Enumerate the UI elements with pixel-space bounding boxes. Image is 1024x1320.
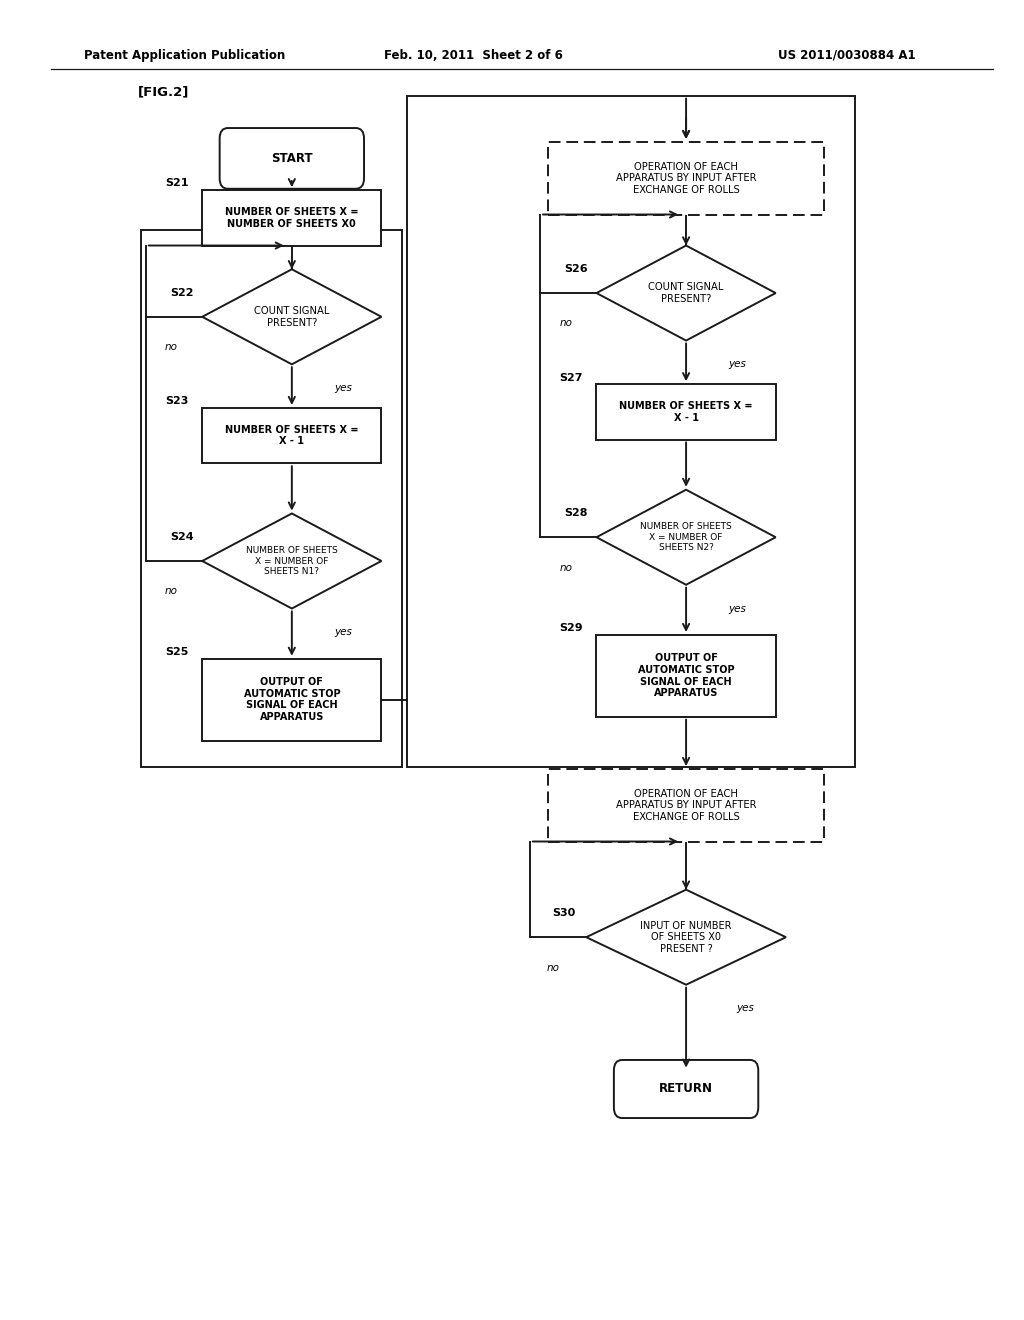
Text: OUTPUT OF
AUTOMATIC STOP
SIGNAL OF EACH
APPARATUS: OUTPUT OF AUTOMATIC STOP SIGNAL OF EACH … — [244, 677, 340, 722]
Bar — [202, 190, 381, 246]
Text: yes: yes — [728, 359, 746, 370]
Text: S23: S23 — [165, 396, 188, 407]
Text: yes: yes — [736, 1003, 755, 1014]
Text: yes: yes — [334, 627, 352, 638]
Text: START: START — [271, 152, 312, 165]
Text: S26: S26 — [564, 264, 588, 275]
Text: S29: S29 — [559, 623, 583, 634]
Text: COUNT SIGNAL
PRESENT?: COUNT SIGNAL PRESENT? — [648, 282, 724, 304]
FancyBboxPatch shape — [219, 128, 365, 189]
Text: S24: S24 — [170, 532, 194, 543]
Text: no: no — [165, 342, 178, 352]
Text: no: no — [559, 562, 572, 573]
Text: NUMBER OF SHEETS X =
NUMBER OF SHEETS X0: NUMBER OF SHEETS X = NUMBER OF SHEETS X0 — [225, 207, 358, 228]
Text: yes: yes — [334, 383, 352, 393]
Text: OUTPUT OF
AUTOMATIC STOP
SIGNAL OF EACH
APPARATUS: OUTPUT OF AUTOMATIC STOP SIGNAL OF EACH … — [638, 653, 734, 698]
Text: no: no — [165, 586, 178, 597]
Text: [FIG.2]: [FIG.2] — [138, 86, 189, 99]
Bar — [548, 141, 824, 214]
FancyBboxPatch shape — [614, 1060, 758, 1118]
Text: Feb. 10, 2011  Sheet 2 of 6: Feb. 10, 2011 Sheet 2 of 6 — [384, 49, 563, 62]
Polygon shape — [596, 246, 776, 341]
Text: S27: S27 — [559, 372, 583, 383]
Bar — [202, 408, 381, 463]
Text: Patent Application Publication: Patent Application Publication — [84, 49, 286, 62]
Polygon shape — [596, 490, 776, 585]
Text: S25: S25 — [165, 647, 188, 657]
Text: yes: yes — [728, 603, 746, 614]
Text: US 2011/0030884 A1: US 2011/0030884 A1 — [778, 49, 915, 62]
Text: INPUT OF NUMBER
OF SHEETS X0
PRESENT ?: INPUT OF NUMBER OF SHEETS X0 PRESENT ? — [640, 920, 732, 954]
Bar — [407, 96, 855, 767]
Bar — [140, 230, 401, 767]
Text: NUMBER OF SHEETS X =
X - 1: NUMBER OF SHEETS X = X - 1 — [225, 425, 358, 446]
Text: S22: S22 — [170, 288, 194, 298]
Text: OPERATION OF EACH
APPARATUS BY INPUT AFTER
EXCHANGE OF ROLLS: OPERATION OF EACH APPARATUS BY INPUT AFT… — [615, 788, 757, 822]
Text: OPERATION OF EACH
APPARATUS BY INPUT AFTER
EXCHANGE OF ROLLS: OPERATION OF EACH APPARATUS BY INPUT AFT… — [615, 161, 757, 195]
Text: no: no — [559, 318, 572, 329]
Text: RETURN: RETURN — [659, 1082, 713, 1096]
Text: no: no — [547, 962, 560, 973]
Polygon shape — [586, 890, 786, 985]
Polygon shape — [202, 513, 381, 609]
Text: NUMBER OF SHEETS X =
X - 1: NUMBER OF SHEETS X = X - 1 — [620, 401, 753, 422]
Text: S30: S30 — [552, 908, 575, 919]
Text: NUMBER OF SHEETS
X = NUMBER OF
SHEETS N2?: NUMBER OF SHEETS X = NUMBER OF SHEETS N2… — [640, 523, 732, 552]
Bar — [548, 768, 824, 842]
Bar — [596, 635, 776, 717]
Text: COUNT SIGNAL
PRESENT?: COUNT SIGNAL PRESENT? — [254, 306, 330, 327]
Bar — [596, 384, 776, 440]
Text: NUMBER OF SHEETS
X = NUMBER OF
SHEETS N1?: NUMBER OF SHEETS X = NUMBER OF SHEETS N1… — [246, 546, 338, 576]
Text: S28: S28 — [564, 508, 588, 519]
Bar — [202, 659, 381, 741]
Text: S21: S21 — [165, 178, 188, 189]
Polygon shape — [202, 269, 381, 364]
